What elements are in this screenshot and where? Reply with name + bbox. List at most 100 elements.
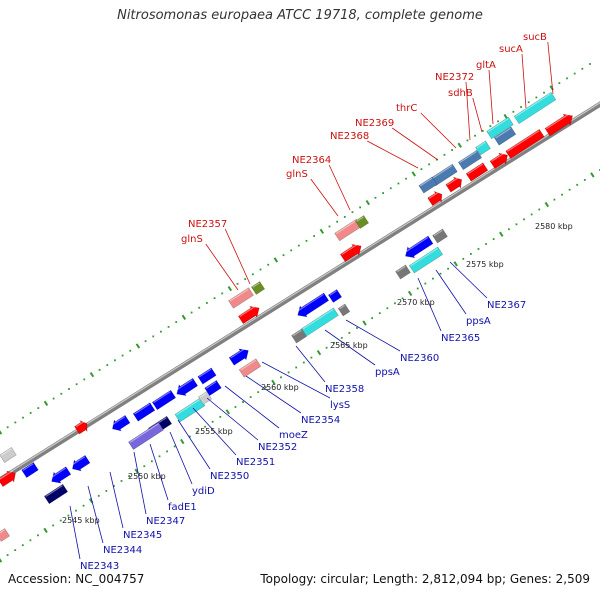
gene-sucA <box>486 116 514 140</box>
gene-glnS2-red-shine <box>239 305 257 318</box>
gene-NE2352-blue-shape <box>151 389 177 411</box>
gene-NE2365-blue-shine <box>404 236 429 254</box>
gene-label-top: NE2369 <box>355 118 394 129</box>
gene-glnS-upper-shine <box>335 220 357 235</box>
tick-mark <box>6 554 9 556</box>
gene-label-bottom: NE2347 <box>146 516 185 527</box>
gene-label-bottom: fadE1 <box>168 502 197 513</box>
gene-NE2354-blue <box>197 367 217 385</box>
gene-glnS-lower-shine <box>229 288 249 302</box>
leader-line <box>245 375 302 414</box>
gene-left-pink-shine <box>0 529 5 535</box>
tick-mark <box>29 411 32 414</box>
leader-line <box>169 431 193 485</box>
gene-left-red-shine <box>0 470 14 480</box>
tick-mark <box>333 341 336 344</box>
gene-left-light-shine <box>0 448 12 456</box>
gene-label-bottom: NE2345 <box>123 530 162 541</box>
leader-line <box>417 277 442 332</box>
gene-NE2344-blue-shine <box>50 467 66 479</box>
tick-mark <box>0 429 3 435</box>
tick-mark <box>566 77 568 80</box>
tick-mark <box>211 420 214 423</box>
gene-moeZ-blue-shine <box>175 379 193 392</box>
tick-mark <box>507 228 510 231</box>
gene-NE2367-gray-shine <box>433 229 443 237</box>
leader-line <box>261 361 331 399</box>
gene-label-bottom: NE2354 <box>301 415 340 426</box>
tick-mark <box>267 263 270 266</box>
tick-mark <box>573 72 576 75</box>
leader-line <box>345 319 401 352</box>
tick-mark <box>75 509 77 512</box>
leader-line <box>310 178 339 217</box>
tick-mark <box>43 527 48 534</box>
gene-pink-mid <box>238 358 262 378</box>
gene-small-red-shape <box>74 419 88 435</box>
tick-mark <box>351 211 354 214</box>
gene-NE2350-blue <box>111 414 131 432</box>
gene-NE2343-navy-shape <box>43 483 69 505</box>
tick-tracks <box>0 63 600 563</box>
gene-label-bottom: ppsA <box>375 367 400 378</box>
tick-mark <box>75 383 78 386</box>
tick-mark <box>401 297 404 300</box>
gene-left-blue-shine <box>22 463 34 471</box>
gene-small-red <box>74 419 88 435</box>
tick-mark <box>98 368 101 371</box>
tick-mark <box>544 201 550 208</box>
tick-mark <box>451 149 453 151</box>
gene-blue-small2 <box>204 379 222 397</box>
gene-sucA-shine <box>487 118 509 133</box>
tick-mark <box>83 378 86 381</box>
gene-NE2343-navy-shine <box>45 485 63 498</box>
tick-mark <box>227 285 233 292</box>
leader-line <box>206 397 259 441</box>
tick-mark <box>173 445 176 448</box>
tick-mark <box>374 196 377 199</box>
tick-mark <box>244 278 247 280</box>
tick-mark <box>466 139 469 142</box>
tick-mark <box>297 244 300 247</box>
tick-mark <box>59 519 62 522</box>
tick-mark <box>302 361 305 364</box>
gene-left-light-shape <box>0 446 17 464</box>
tick-mark <box>561 193 563 196</box>
gene-NE2354-blue-shape <box>197 367 217 385</box>
tick-mark <box>160 330 162 333</box>
gene-NE2372-red-shape <box>445 176 463 193</box>
gene-glnS-lower-shape <box>228 287 254 309</box>
tick-mark <box>221 292 224 295</box>
tick-mark <box>249 396 252 398</box>
label-leader-lines <box>69 41 554 560</box>
tick-mark <box>204 425 206 428</box>
gene-NE2351-blue <box>132 402 156 422</box>
gene-gltA-red <box>489 152 508 170</box>
tick-mark <box>447 267 450 270</box>
gene-NE2352-blue <box>151 389 177 411</box>
tick-mark <box>397 182 400 185</box>
gene-label-bottom: ppsA <box>466 316 491 327</box>
tick-mark <box>21 544 24 547</box>
gene-sucA-red-shape <box>505 128 545 160</box>
tick-mark <box>180 438 185 445</box>
tick-mark <box>29 539 32 542</box>
kbp-label: 2575 kbp <box>466 260 504 269</box>
gene-label-bottom: moeZ <box>279 430 308 441</box>
gene-NE2365-gray-shape <box>395 264 411 280</box>
gene-NE2344-blue-shape <box>51 466 72 484</box>
tick-mark <box>89 372 95 378</box>
tick-mark <box>469 253 472 255</box>
gene-glnS2-red-shape <box>237 305 260 325</box>
gene-NE2350-blue-shine <box>111 416 126 426</box>
gene-blue-small2-shine <box>205 381 217 389</box>
gene-label-top: NE2357 <box>188 219 227 230</box>
gene-NE2372-red-shine <box>446 176 460 186</box>
tick-mark <box>60 392 63 395</box>
leader-line <box>472 97 483 133</box>
gene-glnS2-red <box>237 305 260 325</box>
gene-NE2350-blue-shape <box>112 414 131 432</box>
tick-mark <box>67 514 70 517</box>
tick-mark <box>378 312 381 315</box>
